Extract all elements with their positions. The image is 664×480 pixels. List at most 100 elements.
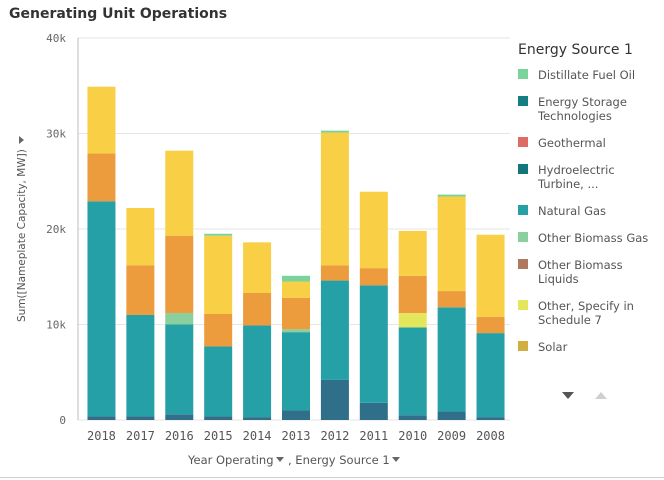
bar-segment[interactable] [204, 235, 233, 314]
bar-segment[interactable] [476, 417, 505, 420]
legend-item[interactable]: Other Biomass Liquids [518, 258, 658, 286]
bar-segment[interactable] [398, 415, 427, 420]
legend-item[interactable]: Energy Storage Technologies [518, 95, 658, 123]
bar-segment[interactable] [87, 416, 116, 420]
legend-swatch [518, 205, 528, 215]
bar-segment[interactable] [165, 313, 194, 325]
y-tick-label: 40k [46, 32, 66, 45]
legend-label: Hydroelectric Turbine, ... [538, 163, 615, 191]
legend-label: Natural Gas [538, 204, 607, 218]
x-tick-label: 2012 [320, 429, 349, 443]
bar-segment[interactable] [126, 416, 155, 420]
x-tick-label: 2010 [398, 429, 427, 443]
bar-segment[interactable] [437, 411, 466, 420]
bar-segment[interactable] [282, 410, 310, 420]
bar-segment[interactable] [476, 316, 505, 334]
bar-segment[interactable] [476, 333, 505, 418]
legend-scroll-down-icon[interactable] [562, 392, 574, 399]
bar-segment[interactable] [398, 327, 427, 416]
legend-item[interactable]: Solar [518, 340, 658, 354]
legend-label: Other, Specify in Schedule 7 [538, 299, 634, 327]
x-tick-label: 2009 [437, 429, 466, 443]
legend-scroll-up-icon[interactable] [595, 392, 607, 399]
bar-segment[interactable] [398, 313, 427, 328]
bar-segment[interactable] [437, 194, 466, 197]
legend-swatch [518, 96, 528, 106]
bar-segment[interactable] [204, 416, 233, 420]
bar-segment[interactable] [126, 265, 155, 315]
bar-segment[interactable] [126, 207, 155, 266]
legend-item[interactable]: Natural Gas [518, 204, 658, 218]
bar-segment[interactable] [282, 275, 310, 282]
bar-segment[interactable] [359, 191, 388, 269]
y-tick-label: 20k [46, 223, 66, 236]
legend-label: Other Biomass Gas [538, 231, 649, 245]
legend-swatch [518, 341, 528, 351]
x-tick-label: 2016 [165, 429, 194, 443]
x-tick-label: 2018 [87, 429, 116, 443]
series-dimension-dropdown-icon[interactable] [392, 457, 400, 462]
legend-label: Solar [538, 340, 568, 354]
bar-segment[interactable] [87, 201, 116, 417]
bar-segment[interactable] [476, 234, 505, 317]
bar-segment[interactable] [165, 324, 194, 415]
bar-segment[interactable] [282, 332, 310, 411]
bar-segment[interactable] [243, 417, 272, 420]
x-tick-label: 2008 [476, 429, 505, 443]
legend-item[interactable]: Hydroelectric Turbine, ... [518, 163, 658, 191]
bar-segment[interactable] [243, 242, 272, 293]
bar-segment[interactable] [282, 329, 310, 333]
y-axis-menu-arrow-icon[interactable] [19, 136, 24, 144]
legend-nav [562, 388, 622, 404]
bar-segment[interactable] [320, 265, 349, 281]
bar-segment[interactable] [165, 235, 194, 314]
bar-segment[interactable] [359, 268, 388, 286]
bar-segment[interactable] [437, 307, 466, 412]
bar-segment[interactable] [204, 346, 233, 417]
bar-segment[interactable] [282, 297, 310, 330]
bar-segment[interactable] [437, 291, 466, 308]
bar-segment[interactable] [243, 292, 272, 326]
bar-group[interactable] [87, 86, 505, 420]
bar-segment[interactable] [320, 132, 349, 266]
bar-segment[interactable] [87, 86, 116, 154]
axes: 0 10k 20k 30k 40k 2018 2017 2016 2015 2014 2013 201… [46, 32, 505, 443]
legend-item[interactable]: Other Biomass Gas [518, 231, 658, 245]
series-dimension-label[interactable]: , Energy Source 1 [288, 453, 390, 467]
bar-segment[interactable] [243, 325, 272, 418]
bar-segment[interactable] [165, 150, 194, 236]
x-tick-label: 2013 [282, 429, 311, 443]
y-tick-label: 10k [46, 319, 66, 332]
legend-swatch [518, 69, 528, 79]
bar-segment[interactable] [398, 275, 427, 314]
x-dimension-dropdown-icon[interactable] [276, 457, 284, 462]
legend-item[interactable]: Geothermal [518, 136, 658, 150]
bar-segment[interactable] [320, 130, 349, 133]
legend-swatch [518, 232, 528, 242]
legend-item[interactable]: Distillate Fuel Oil [518, 68, 658, 82]
bar-segment[interactable] [398, 230, 427, 276]
legend-swatch [518, 259, 528, 269]
bar-segment[interactable] [87, 153, 116, 202]
bar-segment[interactable] [204, 233, 233, 236]
bar-segment[interactable] [165, 414, 194, 420]
legend-swatch [518, 164, 528, 174]
legend: Energy Source 1 Distillate Fuel Oil Energ… [518, 42, 658, 367]
bar-segment[interactable] [320, 280, 349, 380]
bar-segment[interactable] [320, 379, 349, 420]
bar-segment[interactable] [359, 402, 388, 420]
x-tick-label: 2015 [204, 429, 233, 443]
y-axis-title: Sum([Nameplate Capacity, MW]) [16, 149, 28, 322]
bar-segment[interactable] [359, 285, 388, 403]
legend-item[interactable]: Other, Specify in Schedule 7 [518, 299, 658, 327]
bar-segment[interactable] [282, 281, 310, 298]
legend-label: Other Biomass Liquids [538, 258, 623, 286]
bar-segment[interactable] [437, 196, 466, 292]
bar-segment[interactable] [126, 314, 155, 417]
bar-segment[interactable] [204, 313, 233, 347]
bottom-divider [0, 477, 664, 478]
legend-label: Geothermal [538, 136, 606, 150]
chart-title: Generating Unit Operations [9, 6, 228, 22]
x-dimension-label[interactable]: Year Operating [188, 453, 274, 467]
